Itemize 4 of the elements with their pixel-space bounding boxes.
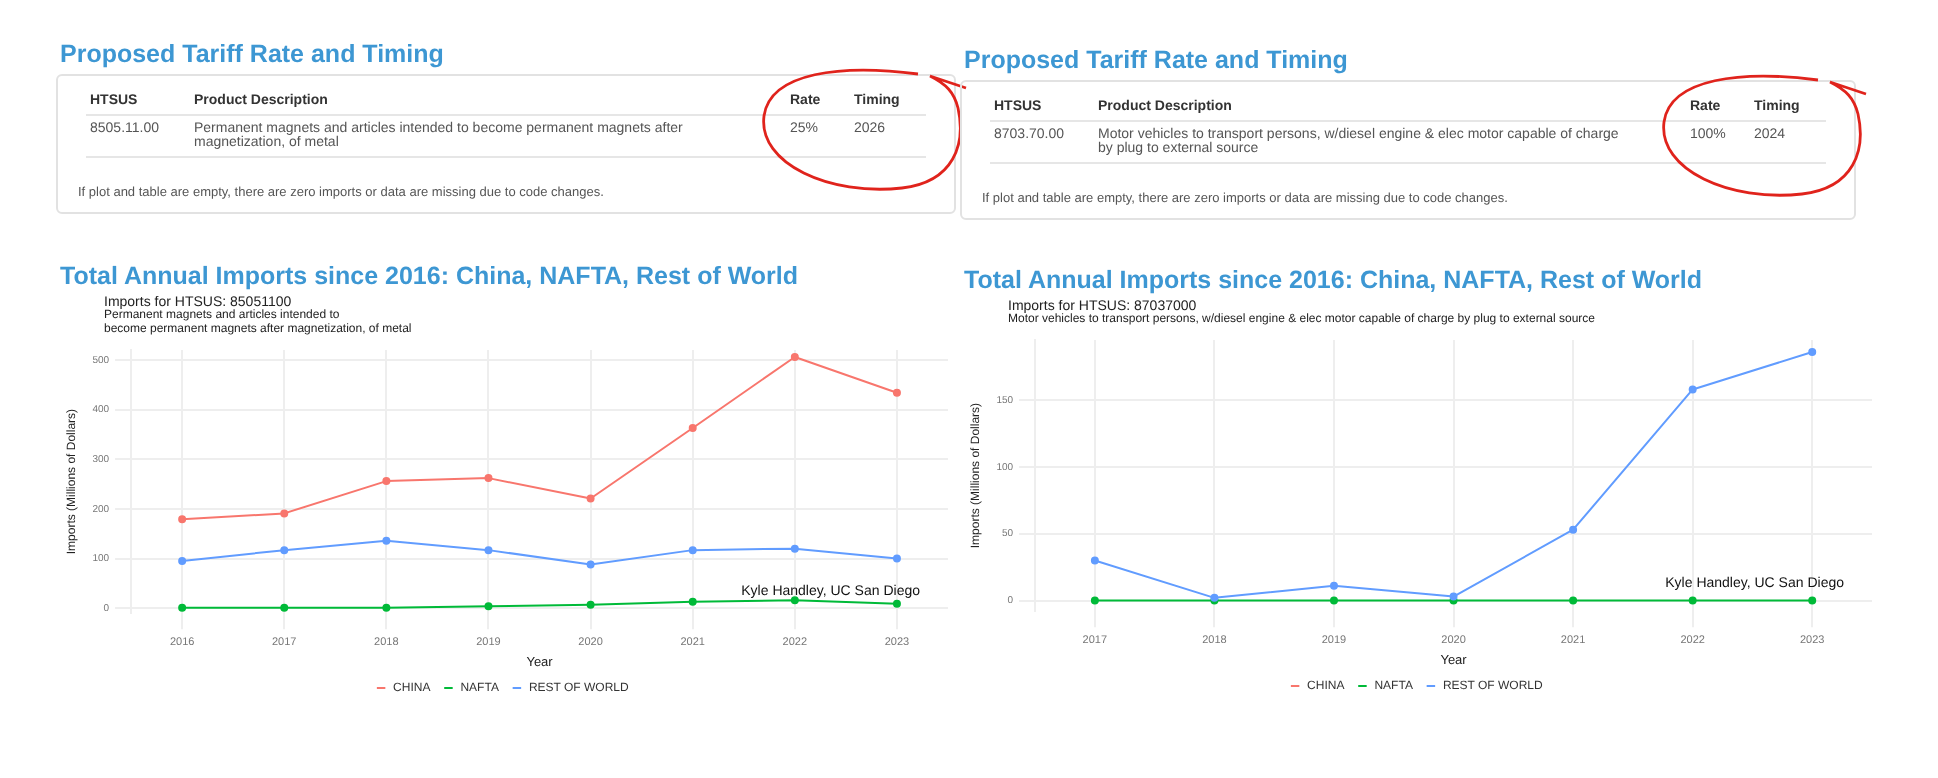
text: Proposed Tariff Rate and Timing [60,40,446,68]
text: Proposed Tariff Rate and Timing [964,46,1350,74]
chart-title: Total Annual Imports since 2016: China, NAFTA, Rest of World [60,262,801,290]
chart-title: Total Annual Imports since 2016: China, NAFTA, Rest of World [964,266,1705,294]
